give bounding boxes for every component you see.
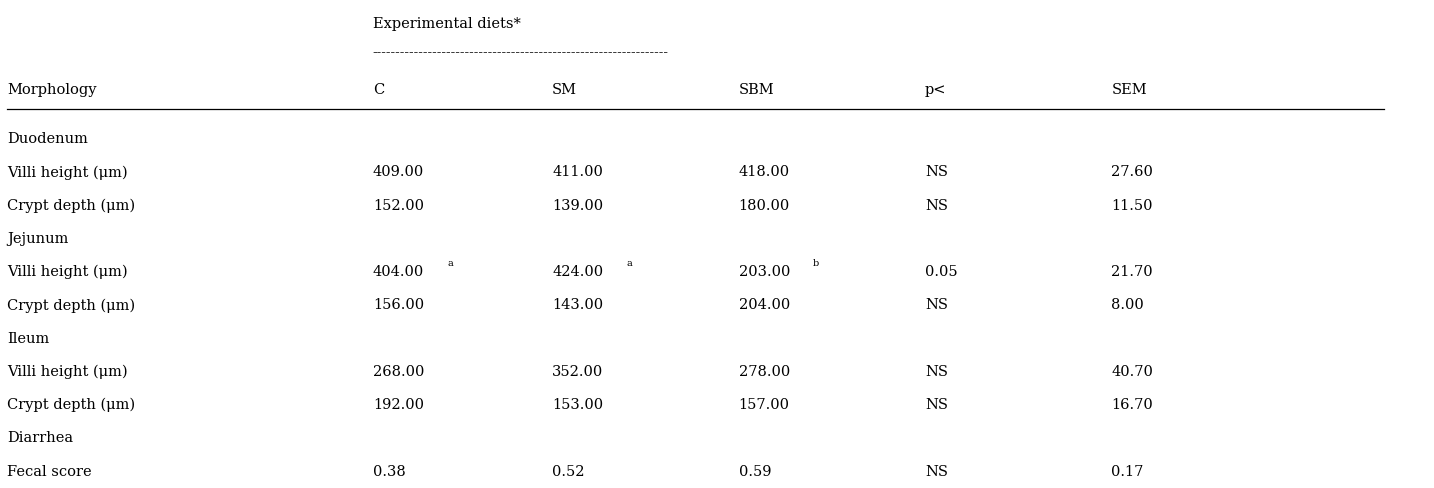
- Text: 152.00: 152.00: [373, 198, 424, 212]
- Text: a: a: [627, 259, 632, 267]
- Text: NS: NS: [925, 298, 948, 312]
- Text: 411.00: 411.00: [552, 165, 602, 179]
- Text: NS: NS: [925, 464, 948, 478]
- Text: Jejunum: Jejunum: [7, 231, 69, 245]
- Text: 204.00: 204.00: [739, 298, 790, 312]
- Text: 0.17: 0.17: [1111, 464, 1144, 478]
- Text: 352.00: 352.00: [552, 364, 604, 378]
- Text: C: C: [373, 83, 384, 97]
- Text: SBM: SBM: [739, 83, 774, 97]
- Text: Villi height (μm): Villi height (μm): [7, 165, 128, 179]
- Text: 404.00: 404.00: [373, 264, 424, 279]
- Text: 143.00: 143.00: [552, 298, 604, 312]
- Text: Morphology: Morphology: [7, 83, 96, 97]
- Text: Villi height (μm): Villi height (μm): [7, 264, 128, 279]
- Text: NS: NS: [925, 198, 948, 212]
- Text: 0.59: 0.59: [739, 464, 771, 478]
- Text: 0.38: 0.38: [373, 464, 406, 478]
- Text: 157.00: 157.00: [739, 397, 790, 411]
- Text: 153.00: 153.00: [552, 397, 604, 411]
- Text: 21.70: 21.70: [1111, 264, 1153, 279]
- Text: 8.00: 8.00: [1111, 298, 1144, 312]
- Text: 16.70: 16.70: [1111, 397, 1153, 411]
- Text: NS: NS: [925, 165, 948, 179]
- Text: NS: NS: [925, 397, 948, 411]
- Text: Diarrhea: Diarrhea: [7, 430, 73, 445]
- Text: 0.52: 0.52: [552, 464, 585, 478]
- Text: Duodenum: Duodenum: [7, 132, 87, 146]
- Text: 156.00: 156.00: [373, 298, 424, 312]
- Text: a: a: [447, 259, 453, 267]
- Text: Crypt depth (μm): Crypt depth (μm): [7, 198, 135, 212]
- Text: b: b: [813, 259, 819, 267]
- Text: 180.00: 180.00: [739, 198, 790, 212]
- Text: 418.00: 418.00: [739, 165, 790, 179]
- Text: Fecal score: Fecal score: [7, 464, 92, 478]
- Text: 409.00: 409.00: [373, 165, 424, 179]
- Text: Ileum: Ileum: [7, 331, 49, 345]
- Text: Villi height (μm): Villi height (μm): [7, 364, 128, 378]
- Text: ----------------------------------------------------------------: ----------------------------------------…: [373, 46, 668, 60]
- Text: 27.60: 27.60: [1111, 165, 1153, 179]
- Text: Crypt depth (μm): Crypt depth (μm): [7, 397, 135, 411]
- Text: 192.00: 192.00: [373, 397, 424, 411]
- Text: 0.05: 0.05: [925, 264, 958, 279]
- Text: SEM: SEM: [1111, 83, 1147, 97]
- Text: 11.50: 11.50: [1111, 198, 1153, 212]
- Text: SM: SM: [552, 83, 576, 97]
- Text: Crypt depth (μm): Crypt depth (μm): [7, 298, 135, 312]
- Text: 139.00: 139.00: [552, 198, 604, 212]
- Text: 278.00: 278.00: [739, 364, 790, 378]
- Text: 268.00: 268.00: [373, 364, 424, 378]
- Text: NS: NS: [925, 364, 948, 378]
- Text: p<: p<: [925, 83, 946, 97]
- Text: 40.70: 40.70: [1111, 364, 1153, 378]
- Text: 203.00: 203.00: [739, 264, 790, 279]
- Text: 424.00: 424.00: [552, 264, 604, 279]
- Text: Experimental diets*: Experimental diets*: [373, 17, 521, 31]
